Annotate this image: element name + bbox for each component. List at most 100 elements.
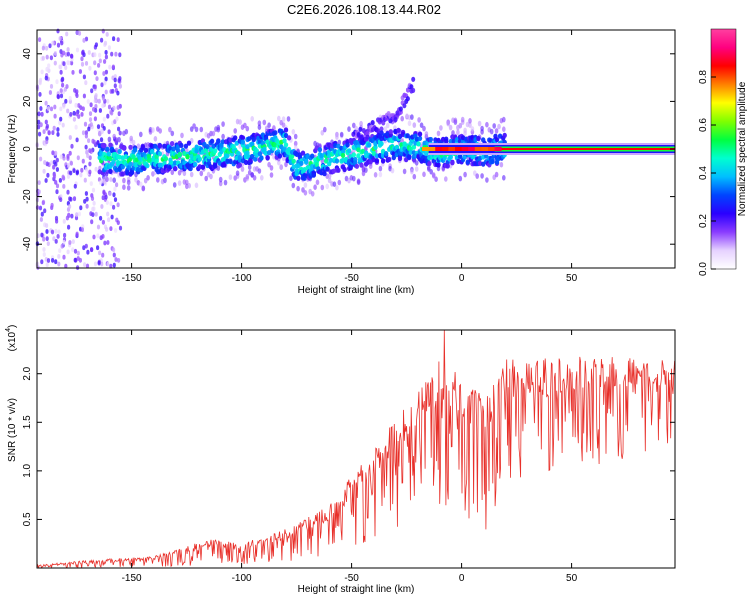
spectrogram-cell: [75, 137, 79, 143]
spectrogram-cell: [429, 169, 434, 175]
spectrogram-cell: [286, 116, 291, 122]
spectrogram-cell: [89, 122, 93, 127]
spectrogram-cell: [73, 248, 78, 254]
spectrogram-cell: [74, 102, 78, 108]
spectrogram-cell: [80, 61, 85, 67]
spectrogram-cell: [394, 144, 400, 150]
spectrogram-cell: [303, 190, 308, 196]
spectrogram-cell: [90, 196, 95, 201]
spectrogram-cell: [88, 65, 92, 71]
spectrogram-cell: [66, 51, 70, 57]
spectrogram-cell: [96, 245, 100, 251]
spectrogram-cell: [54, 259, 58, 265]
spectrogram-cell: [282, 146, 287, 152]
spectrogram-cell: [284, 161, 288, 168]
spectrogram-cell: [102, 116, 106, 122]
spectrogram-cell: [62, 254, 66, 260]
spectrogram-cell: [56, 94, 61, 100]
spectrogram-cell: [481, 147, 489, 151]
spectrogram-cell: [101, 96, 106, 101]
spectrogram-cell: [54, 228, 58, 234]
spectrogram-cell: [269, 165, 274, 171]
spectrogram-cell: [122, 184, 126, 190]
spectrogram-cell: [356, 179, 361, 186]
spectrogram-cell: [62, 104, 66, 109]
spectrogram-cell: [233, 135, 238, 141]
spectrogram-cell: [102, 143, 107, 149]
x-tick-label: -150: [122, 573, 142, 584]
spectrogram-cell: [58, 178, 63, 183]
spectrogram-cell: [59, 154, 64, 160]
spectrogram-cell: [100, 37, 104, 43]
spectrogram-cell: [154, 154, 159, 160]
spectrogram-cell: [468, 147, 476, 151]
spectrogram-cell: [251, 136, 256, 143]
spectrogram-cell: [352, 175, 356, 182]
spectrogram-cell: [101, 103, 105, 109]
spectrogram-cell: [209, 138, 215, 144]
spectrogram-cell: [85, 196, 89, 202]
spectrogram-cell: [374, 158, 380, 164]
spectrogram-cell: [257, 151, 263, 157]
spectrogram-cell: [66, 174, 71, 179]
spectrogram-cell: [79, 105, 83, 110]
y-tick-label: -20: [22, 189, 33, 204]
spectrogram-cell: [411, 76, 416, 82]
spectrogram-cell: [80, 112, 84, 117]
spectrogram-cell: [300, 150, 306, 156]
spectrogram-cell: [417, 117, 421, 123]
spectrogram-cell: [398, 106, 403, 112]
spectrogram-cell: [73, 183, 77, 189]
x-tick-label: -150: [122, 273, 142, 284]
spectrogram-cell: [93, 84, 97, 90]
spectrogram-cell: [291, 129, 296, 135]
spectrogram-cell: [116, 90, 120, 96]
spectrogram-cell: [72, 116, 76, 122]
snr-yticks: 0.5 1.0 1.5 2.0: [22, 366, 675, 526]
spectrogram-cell: [70, 143, 74, 149]
spectrogram-cell: [286, 146, 292, 152]
spectrogram-cell: [79, 205, 83, 211]
spectrogram-cell: [283, 127, 289, 133]
spectrogram-cell: [236, 150, 241, 156]
spectrogram-cell: [46, 241, 50, 247]
spectrogram-cell: [98, 165, 102, 171]
spectrogram-cell: [371, 150, 376, 156]
spectrogram-cell: [182, 170, 187, 177]
spectrogram-cell: [44, 100, 48, 106]
spectrogram-cell: [61, 122, 65, 128]
spectrogram-cell: [267, 122, 271, 128]
spectrogram-cell: [293, 144, 298, 151]
spectrogram-cell: [117, 148, 122, 155]
spectrogram-cell: [422, 125, 426, 132]
spectrogram-cell: [97, 63, 101, 68]
spectrogram-cell: [229, 151, 235, 157]
spectrogram-cell: [323, 126, 327, 133]
spectrogram-cell: [156, 177, 160, 183]
spectrogram-cell: [100, 128, 104, 135]
spectrogram-cell: [101, 28, 105, 34]
spectrogram-cell: [417, 131, 423, 137]
spectrogram-cell: [58, 248, 62, 254]
spectrogram-cell: [254, 148, 259, 154]
spectrogram-cell: [293, 133, 298, 140]
spectrogram-cell: [69, 196, 73, 202]
spectrogram-cell: [107, 129, 111, 135]
spectrogram-cell: [87, 126, 91, 132]
spectrogram-cell: [310, 163, 315, 170]
spectrogram-cell: [393, 117, 398, 123]
spectrogram-cell: [187, 182, 191, 189]
spectrogram-cell: [92, 234, 96, 240]
spectrogram-cell: [204, 175, 208, 182]
spectrogram-cell: [463, 171, 467, 178]
spectrogram-cell: [108, 191, 112, 197]
spectrogram-cell: [82, 245, 86, 251]
spectrogram-cell: [106, 261, 110, 267]
spectrogram-cell: [58, 64, 62, 70]
spectrogram-cell: [75, 47, 80, 53]
spectrogram-cell: [60, 40, 64, 46]
spectrogram-cell: [40, 232, 44, 238]
y-tick-label: 0: [22, 146, 33, 152]
spectrogram-cell: [197, 156, 202, 162]
spectrogram-cell: [200, 164, 206, 170]
